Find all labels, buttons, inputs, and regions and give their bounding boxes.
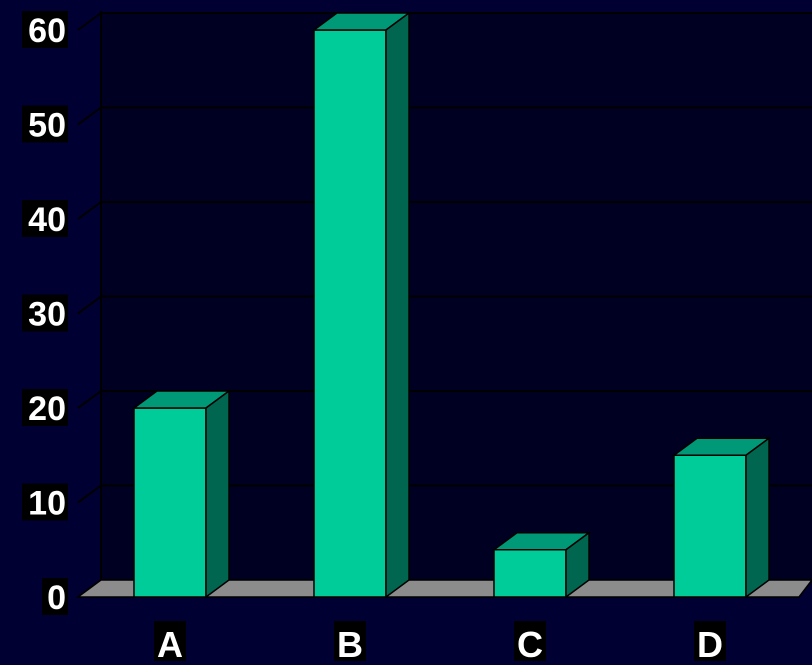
svg-text:50: 50 — [28, 107, 66, 145]
y-tick-labels: 0 10 20 30 40 50 60 — [22, 11, 68, 617]
y-tick-label: 60 — [22, 11, 68, 50]
x-tick-label: D — [694, 621, 726, 665]
bar-front — [673, 454, 747, 598]
svg-text:20: 20 — [28, 390, 66, 428]
bar-side — [385, 11, 410, 599]
svg-text:A: A — [157, 624, 183, 665]
svg-text:40: 40 — [28, 201, 66, 239]
bar-a — [131, 389, 232, 599]
x-tick-label: B — [334, 621, 366, 665]
bar-d — [671, 436, 772, 599]
bar-front — [313, 29, 387, 598]
bar-side — [745, 436, 770, 599]
gridline-depth — [77, 201, 102, 220]
svg-text:0: 0 — [47, 579, 66, 617]
svg-text:10: 10 — [28, 485, 66, 523]
bar-front — [133, 407, 207, 598]
svg-text:B: B — [337, 624, 363, 665]
bar-front — [493, 549, 567, 598]
gridline-depth — [77, 106, 102, 126]
gridline-depth — [77, 295, 102, 315]
svg-text:C: C — [517, 624, 543, 665]
gridline-depth — [77, 484, 102, 504]
gridline-depth — [77, 390, 102, 409]
x-tick-label: A — [154, 621, 186, 665]
bar-side — [205, 389, 230, 599]
bars — [131, 11, 772, 599]
y-tick-label: 40 — [22, 200, 68, 239]
y-tick-label: 20 — [22, 389, 68, 428]
bar-c — [491, 531, 592, 599]
svg-text:30: 30 — [28, 296, 66, 334]
y-tick-label: 0 — [42, 578, 68, 617]
x-tick-labels: A B C D — [154, 621, 726, 665]
gridline-depth — [77, 12, 102, 31]
svg-text:60: 60 — [28, 12, 66, 50]
bar-side — [565, 531, 590, 599]
y-tick-label: 10 — [22, 483, 68, 523]
x-tick-label: C — [514, 621, 546, 665]
y-tick-label: 30 — [22, 294, 68, 334]
y-tick-label: 50 — [22, 105, 68, 145]
svg-text:D: D — [697, 624, 723, 665]
bar-b — [311, 11, 412, 599]
